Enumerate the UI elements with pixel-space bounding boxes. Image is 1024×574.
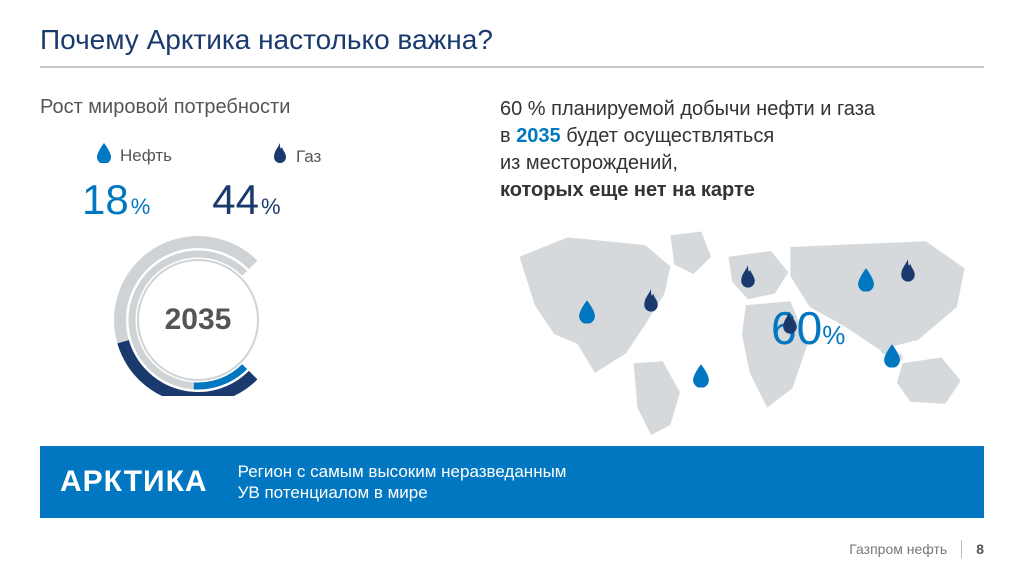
page-title: Почему Арктика настолько важна? <box>40 24 984 56</box>
flame-icon <box>642 289 660 320</box>
left-heading: Рост мировой потребности <box>40 96 460 119</box>
right-paragraph: 60 % планируемой добычи нефти и газа в 2… <box>500 96 984 204</box>
drop-icon <box>96 143 112 168</box>
banner-text: Регион с самым высоким неразведанным УВ … <box>238 461 567 504</box>
drop-icon <box>578 300 596 329</box>
gauge-year: 2035 <box>165 303 232 337</box>
footer-divider <box>961 540 962 558</box>
legend-gas-label: Газ <box>296 147 321 167</box>
gauge-chart: 2035 <box>68 216 328 396</box>
flame-icon <box>781 311 799 342</box>
page-number: 8 <box>976 541 984 557</box>
drop-icon <box>692 364 710 393</box>
legend: Нефть Газ <box>40 143 460 170</box>
banner-title: АРКТИКА <box>60 465 208 499</box>
footer-company: Газпром нефть <box>849 541 947 557</box>
flame-icon <box>899 259 917 290</box>
drop-icon <box>883 344 901 373</box>
legend-item-oil: Нефть <box>96 143 172 170</box>
footer: Газпром нефть 8 <box>849 540 984 558</box>
flame-icon <box>739 265 757 296</box>
drop-icon <box>857 268 875 297</box>
banner: АРКТИКА Регион с самым высоким неразведа… <box>40 446 984 518</box>
title-divider <box>40 66 984 68</box>
legend-item-gas: Газ <box>272 143 321 170</box>
legend-oil-label: Нефть <box>120 146 172 166</box>
world-map: 60% <box>500 218 984 448</box>
flame-icon <box>272 143 288 170</box>
